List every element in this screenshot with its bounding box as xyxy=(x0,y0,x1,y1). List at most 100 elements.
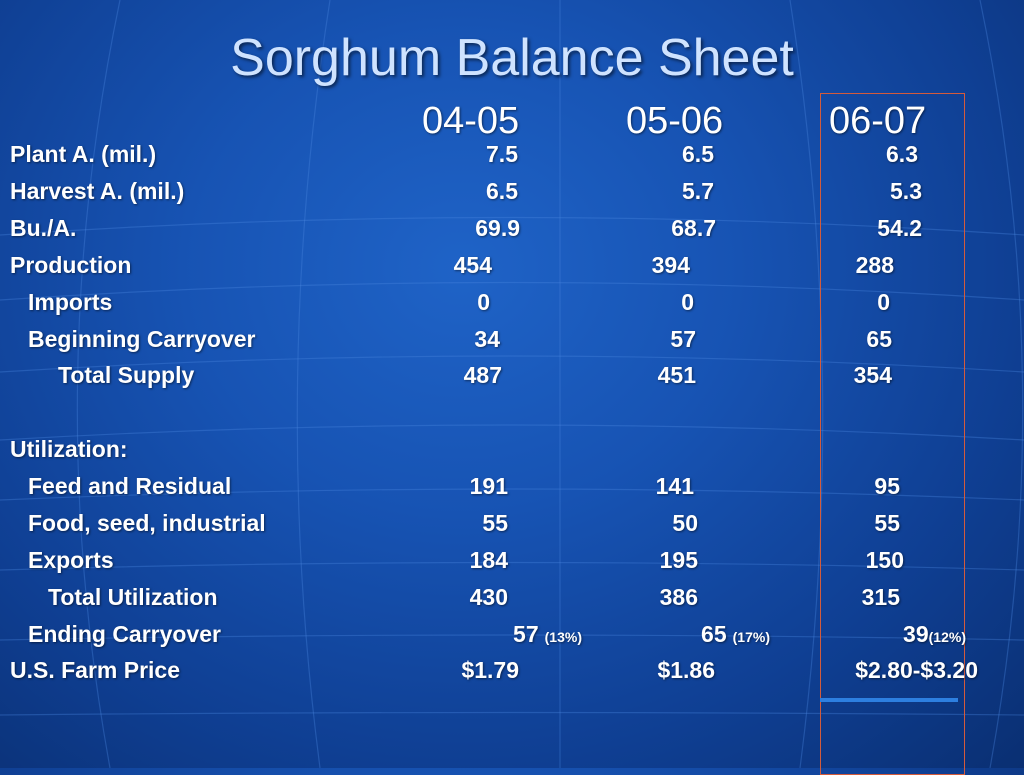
cell-04-05: 430 xyxy=(470,583,508,611)
cell-04-05: 454 xyxy=(454,251,492,279)
page-title: Sorghum Balance Sheet xyxy=(230,29,794,87)
cell-05-06: 68.7 xyxy=(671,214,716,242)
cell-04-05: 55 xyxy=(482,509,508,537)
cell-value: 288 xyxy=(855,252,894,278)
cell-value: 184 xyxy=(469,547,508,573)
cell-value: 55 xyxy=(874,510,900,536)
cell-value: $1.86 xyxy=(657,657,715,683)
cell-value: 65 xyxy=(701,621,727,647)
cell-06-07: 288 xyxy=(856,251,894,279)
cell-06-07: 315 xyxy=(862,583,900,611)
cell-05-06: 141 xyxy=(656,472,694,500)
row-label: Total Supply xyxy=(58,362,195,388)
cell-04-05: 7.5 xyxy=(486,140,518,168)
cell-05-06: 50 xyxy=(672,509,698,537)
cell-04-05: 487 xyxy=(464,361,502,389)
cell-value: 141 xyxy=(655,473,694,499)
cell-percent: (17%) xyxy=(732,629,770,645)
cell-06-07: 65 xyxy=(866,325,892,353)
row-label: Ending Carryover xyxy=(28,621,221,647)
cell-value: 0 xyxy=(877,289,890,315)
row-label: Beginning Carryover xyxy=(28,326,256,352)
row-label: U.S. Farm Price xyxy=(10,657,181,683)
cell-04-05: 191 xyxy=(470,472,508,500)
row-label: Feed and Residual xyxy=(28,473,232,499)
cell-05-06: 386 xyxy=(660,583,698,611)
cell-value: 5.7 xyxy=(682,178,714,204)
cell-value: 394 xyxy=(651,252,690,278)
cell-value: 65 xyxy=(866,326,892,352)
cell-05-06: $1.86 xyxy=(657,656,715,684)
cell-value: 315 xyxy=(861,584,900,610)
row-label: Exports xyxy=(28,547,114,573)
row-label: Plant A. (mil.) xyxy=(10,141,157,167)
cell-value: 69.9 xyxy=(475,215,520,241)
cell-04-05: 57 (13%) xyxy=(513,620,582,651)
column-header-05-06: 05-06 xyxy=(626,100,724,142)
cell-value: 354 xyxy=(853,362,892,388)
cell-05-06: 451 xyxy=(658,361,696,389)
cell-value: 5.3 xyxy=(890,178,922,204)
cell-value: $2.80-$3.20 xyxy=(855,657,978,683)
cell-04-05: 34 xyxy=(474,325,500,353)
cell-04-05: 184 xyxy=(470,546,508,574)
column-header-06-07: 06-07 xyxy=(829,100,927,142)
cell-value: 191 xyxy=(469,473,508,499)
cell-05-06: 6.5 xyxy=(682,140,714,168)
price-underline xyxy=(820,698,958,702)
cell-value: 34 xyxy=(474,326,500,352)
cell-04-05: 6.5 xyxy=(486,177,518,205)
cell-06-07: 0 xyxy=(877,288,890,316)
cell-05-06: 0 xyxy=(681,288,694,316)
cell-value: 451 xyxy=(657,362,696,388)
cell-value: 6.5 xyxy=(682,141,714,167)
cell-value: 195 xyxy=(659,547,698,573)
cell-04-05: 0 xyxy=(477,288,490,316)
cell-05-06: 5.7 xyxy=(682,177,714,205)
cell-value: 430 xyxy=(469,584,508,610)
cell-value: 55 xyxy=(482,510,508,536)
cell-value: 68.7 xyxy=(671,215,716,241)
cell-value: 0 xyxy=(681,289,694,315)
row-label: Utilization: xyxy=(10,436,128,462)
cell-value: 150 xyxy=(865,547,904,573)
row-label: Total Utilization xyxy=(48,584,218,610)
cell-06-07: 55 xyxy=(874,509,900,537)
cell-06-07: 150 xyxy=(866,546,904,574)
cell-06-07: 5.3 xyxy=(890,177,922,205)
cell-06-07: 54.2 xyxy=(877,214,922,242)
cell-05-06: 195 xyxy=(660,546,698,574)
cell-04-05: 69.9 xyxy=(475,214,520,242)
cell-value: 7.5 xyxy=(486,141,518,167)
cell-value: 487 xyxy=(463,362,502,388)
cell-percent: (12%) xyxy=(928,629,966,645)
cell-06-07: 39(12%) xyxy=(903,620,966,651)
row-label: Harvest A. (mil.) xyxy=(10,178,185,204)
cell-value: 6.5 xyxy=(486,178,518,204)
cell-value: 57 xyxy=(670,326,696,352)
cell-05-06: 65 (17%) xyxy=(701,620,770,651)
row-label: Bu./A. xyxy=(10,215,77,241)
cell-value: 50 xyxy=(672,510,698,536)
cell-value: 0 xyxy=(477,289,490,315)
row-label: Imports xyxy=(28,289,113,315)
cell-06-07: 354 xyxy=(854,361,892,389)
column-header-04-05: 04-05 xyxy=(422,100,520,142)
cell-05-06: 57 xyxy=(670,325,696,353)
cell-06-07: 6.3 xyxy=(886,140,918,168)
row-label: Food, seed, industrial xyxy=(28,510,266,536)
cell-04-05: $1.79 xyxy=(461,656,519,684)
cell-06-07: 95 xyxy=(874,472,900,500)
cell-value: 95 xyxy=(874,473,900,499)
cell-value: $1.79 xyxy=(461,657,519,683)
cell-value: 54.2 xyxy=(877,215,922,241)
cell-06-07: $2.80-$3.20 xyxy=(855,656,978,684)
cell-percent: (13%) xyxy=(544,629,582,645)
cell-value: 39 xyxy=(903,621,929,647)
cell-value: 6.3 xyxy=(886,141,918,167)
cell-value: 57 xyxy=(513,621,539,647)
row-label: Production xyxy=(10,252,132,278)
cell-value: 386 xyxy=(659,584,698,610)
cell-value: 454 xyxy=(453,252,492,278)
